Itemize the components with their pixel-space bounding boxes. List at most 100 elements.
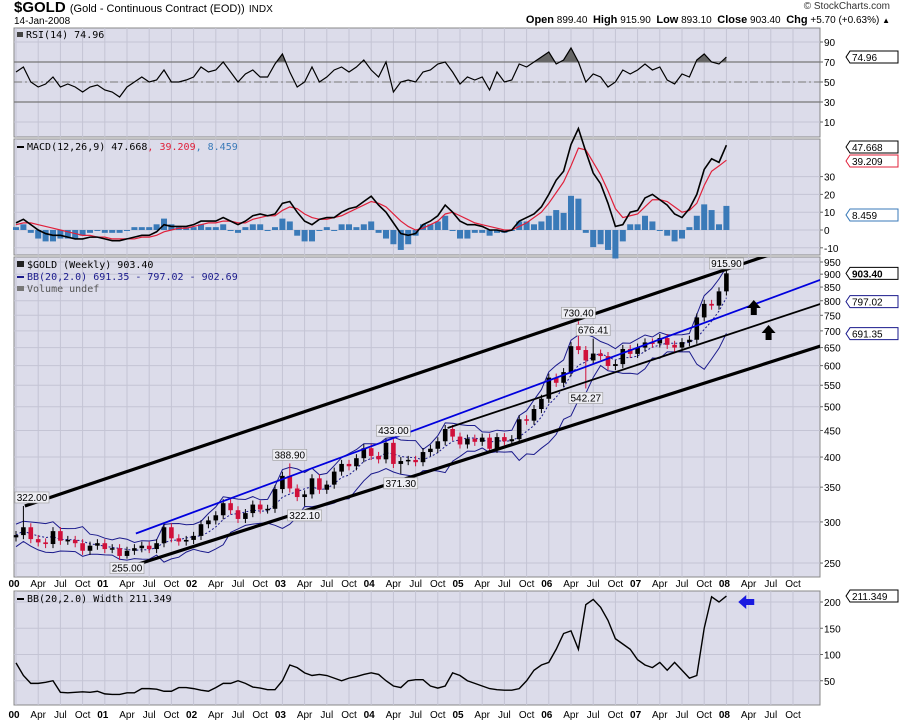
macd-histogram-bar bbox=[612, 230, 619, 259]
macd-histogram-bar bbox=[64, 230, 71, 239]
chart-date: 14-Jan-2008 bbox=[14, 16, 71, 27]
macd-histogram-bar bbox=[205, 227, 212, 230]
candle-body bbox=[553, 377, 559, 383]
candle-body bbox=[368, 448, 374, 456]
candle-body bbox=[650, 342, 655, 344]
x-axis-tick-label: Jul bbox=[54, 710, 67, 720]
macd-tick-label: 30 bbox=[824, 173, 836, 184]
candle-body bbox=[309, 478, 315, 495]
x-axis-tick-label: Apr bbox=[386, 710, 402, 720]
macd-legend-icon bbox=[17, 146, 24, 148]
x-axis-tick-label: Jul bbox=[232, 579, 245, 590]
macd-histogram-bar bbox=[538, 221, 545, 230]
x-axis-tick-label: Apr bbox=[30, 710, 46, 720]
x-axis-tick-label: Oct bbox=[430, 710, 446, 720]
candle-body bbox=[220, 503, 226, 516]
candle-body bbox=[95, 543, 100, 546]
price-annotation-box bbox=[272, 449, 308, 461]
macd-histogram-bar bbox=[634, 224, 641, 230]
price-tick-label: 300 bbox=[824, 518, 841, 529]
candle-body bbox=[58, 531, 63, 541]
candle-body bbox=[598, 353, 603, 357]
macd-histogram-bar bbox=[316, 230, 323, 231]
histogram-value-tag-box bbox=[845, 208, 899, 222]
candle-body bbox=[80, 543, 85, 551]
candle-body bbox=[576, 346, 581, 351]
low-label: Low bbox=[656, 14, 679, 26]
price-annotation-label: 371.30 bbox=[386, 479, 417, 490]
candle-body bbox=[265, 508, 270, 511]
rsi-value-tag-box bbox=[845, 50, 899, 64]
candle-body bbox=[405, 459, 411, 462]
bb-width-panel bbox=[13, 590, 821, 706]
x-axis-tick-label: Jul bbox=[143, 579, 156, 590]
x-axis-tick-label: Oct bbox=[75, 579, 91, 590]
x-axis-tick-label: 02 bbox=[186, 579, 198, 590]
price-annotation-label: 322.10 bbox=[289, 511, 320, 522]
x-axis-tick-label: Jul bbox=[498, 579, 511, 590]
macd-histogram-bar bbox=[20, 224, 27, 230]
candle-body bbox=[376, 455, 381, 460]
candle-body bbox=[664, 338, 670, 345]
signal-value-tag-box bbox=[845, 154, 899, 168]
candle-body bbox=[198, 524, 204, 536]
x-axis-tick-label: Oct bbox=[164, 710, 180, 720]
macd-legend-macd_signal: , 39.209 bbox=[147, 142, 195, 153]
macd-histogram-bar bbox=[627, 224, 634, 230]
rsi-overbought-fill bbox=[16, 48, 727, 62]
price-tick-label: 600 bbox=[824, 362, 841, 373]
candle-body bbox=[435, 441, 441, 449]
macd-histogram-bar bbox=[701, 204, 708, 230]
macd-histogram-bar bbox=[331, 230, 338, 231]
macd-tick-label: 0 bbox=[824, 226, 830, 237]
open-label: Open bbox=[525, 14, 555, 26]
macd-histogram-bar bbox=[375, 230, 382, 233]
macd-histogram-bar bbox=[212, 227, 219, 230]
bb-legend-icon bbox=[17, 276, 24, 278]
macd-histogram-bar bbox=[301, 230, 308, 242]
candle-body bbox=[539, 398, 544, 410]
x-axis-tick-label: Oct bbox=[341, 710, 357, 720]
candle-body bbox=[169, 527, 174, 539]
volume-legend: Volume undef bbox=[27, 284, 99, 295]
candle-body bbox=[383, 442, 389, 460]
bb-width-line bbox=[15, 595, 727, 696]
x-axis-tick-label: Jul bbox=[587, 579, 600, 590]
x-axis-tick-label: Jul bbox=[676, 710, 689, 720]
macd-histogram-bar bbox=[235, 230, 241, 233]
macd-histogram-bar bbox=[405, 230, 412, 245]
candle-body bbox=[613, 364, 618, 367]
macd-histogram-bar bbox=[582, 230, 589, 233]
price-tick-label: 500 bbox=[824, 403, 841, 414]
price-annotation-box bbox=[561, 306, 596, 319]
macd-histogram-bar bbox=[679, 230, 685, 239]
candle-body bbox=[494, 437, 500, 449]
candle-body bbox=[546, 377, 552, 399]
candle-body bbox=[50, 531, 56, 545]
x-axis-tick-label: Jul bbox=[676, 579, 689, 590]
price-tick-label: 950 bbox=[824, 258, 841, 269]
price-tick-label: 900 bbox=[824, 270, 841, 281]
bb-mid-value-tag: 797.02 bbox=[852, 298, 883, 309]
candle-body bbox=[472, 438, 478, 442]
macd-histogram-bar bbox=[516, 221, 523, 230]
candle-body bbox=[487, 437, 492, 449]
x-axis-tick-label: Apr bbox=[297, 579, 313, 590]
candle-body bbox=[87, 545, 93, 551]
price-annotation-box bbox=[287, 509, 322, 522]
copyright[interactable]: © StockCharts.com bbox=[803, 1, 890, 12]
macd-histogram-bar bbox=[109, 230, 116, 233]
candle-body bbox=[109, 548, 115, 550]
candle-body bbox=[420, 452, 426, 463]
price-annotation-label: 322.00 bbox=[17, 493, 48, 504]
macd-histogram-bar bbox=[390, 230, 397, 245]
x-axis-tick-label: Apr bbox=[119, 710, 135, 720]
macd-histogram-bar bbox=[294, 230, 301, 236]
x-axis-tick-label: Oct bbox=[519, 579, 535, 590]
macd-histogram-bar bbox=[686, 227, 693, 230]
bb-width-value-tag-box bbox=[845, 589, 899, 603]
trendline-upper-channel-top bbox=[24, 257, 768, 508]
x-axis-tick-label: Jul bbox=[587, 710, 600, 720]
price-annotation-box bbox=[709, 257, 744, 270]
